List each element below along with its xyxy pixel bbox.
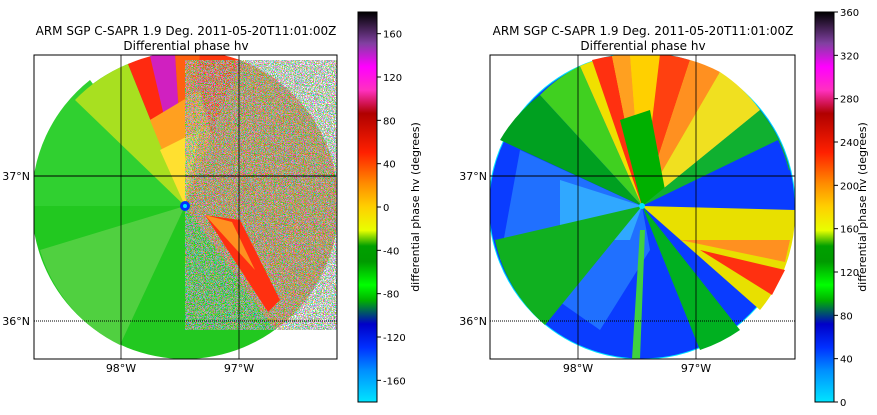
left-colorbar-tick-label: 160 (383, 30, 402, 41)
left-radar-region (34, 80, 185, 206)
right-radar-center (639, 203, 645, 209)
right-radar-region (500, 95, 642, 206)
right-radar-region (540, 66, 642, 206)
right-lon-tick-97: 97°W (681, 362, 711, 375)
right-radar-region (642, 140, 793, 206)
right-radar-region (495, 206, 642, 325)
left-radar-region (75, 64, 185, 206)
right-colorbar (814, 11, 835, 403)
left-colorbar-label: differential phase hv (degrees) (409, 122, 422, 292)
left-colorbar-tick-label: 0 (383, 203, 389, 214)
right-lat-tick-36: 36°N (459, 315, 487, 328)
right-colorbar-ticks: 0 40 80 120 160 200 240 280 320 360 (834, 8, 859, 409)
left-colorbar-tick-label: -40 (383, 246, 399, 257)
right-colorbar-tick-label: 240 (840, 138, 859, 149)
left-plot-frame (33, 54, 338, 360)
left-radar-image (34, 55, 337, 359)
left-radar-region (205, 215, 255, 270)
left-panel: ARM SGP C-SAPR 1.9 Deg. 2011-05-20T11:01… (2, 11, 422, 403)
right-colorbar-tick-label: 40 (840, 355, 853, 366)
left-colorbar-tick-label: -120 (383, 333, 406, 344)
right-colorbar-tick-label: 280 (840, 95, 859, 106)
right-colorbar-tick-label: 80 (840, 311, 853, 322)
right-panel: ARM SGP C-SAPR 1.9 Deg. 2011-05-20T11:01… (459, 8, 869, 409)
right-radar-region (680, 240, 790, 262)
left-radar-center (183, 204, 187, 208)
left-title: ARM SGP C-SAPR 1.9 Deg. 2011-05-20T11:01… (36, 24, 337, 38)
left-colorbar-tick-label: 40 (383, 160, 396, 171)
right-colorbar-tick-label: 320 (840, 51, 859, 62)
right-radar-region (700, 250, 785, 295)
left-lon-tick-97: 97°W (224, 362, 254, 375)
right-radar-region (642, 206, 740, 350)
right-colorbar-tick-label: 200 (840, 181, 859, 192)
left-radar-region (205, 215, 280, 312)
left-radar-region (160, 130, 200, 206)
left-lat-tick-36: 36°N (2, 315, 30, 328)
right-radar-image (490, 55, 795, 359)
left-colorbar (357, 11, 378, 403)
right-colorbar-tick-label: 160 (840, 225, 859, 236)
left-colorbar-tick-label: -80 (383, 290, 399, 301)
left-lon-tick-98: 98°W (106, 362, 136, 375)
left-colorbar-tick-label: 120 (383, 73, 402, 84)
right-radar-region (592, 56, 642, 206)
right-radar-region (642, 110, 790, 206)
left-radar-noise (185, 60, 337, 330)
left-colorbar-tick-label: -160 (383, 376, 406, 387)
right-subtitle: Differential phase hv (580, 39, 705, 53)
left-subtitle: Differential phase hv (123, 39, 248, 53)
right-radar-region (632, 230, 645, 359)
left-colorbar-tick-label: 80 (383, 116, 396, 127)
left-lat-tick-37: 37°N (2, 170, 30, 183)
right-title: ARM SGP C-SAPR 1.9 Deg. 2011-05-20T11:01… (493, 24, 794, 38)
right-colorbar-tick-label: 120 (840, 268, 859, 279)
right-radar-region (642, 60, 720, 206)
right-radar-region (620, 110, 665, 206)
right-colorbar-tick-label: 360 (840, 8, 859, 19)
right-lon-tick-98: 98°W (563, 362, 593, 375)
left-colorbar-ticks: -160 -120 -80 -40 0 40 80 120 160 (377, 30, 406, 387)
left-radar-region (40, 206, 185, 345)
right-colorbar-tick-label: 0 (840, 398, 846, 409)
right-lat-tick-37: 37°N (459, 170, 487, 183)
right-colorbar-label: differential phase hv (degrees) (856, 122, 869, 292)
right-plot-frame (489, 54, 796, 360)
right-radar-region (642, 72, 760, 206)
